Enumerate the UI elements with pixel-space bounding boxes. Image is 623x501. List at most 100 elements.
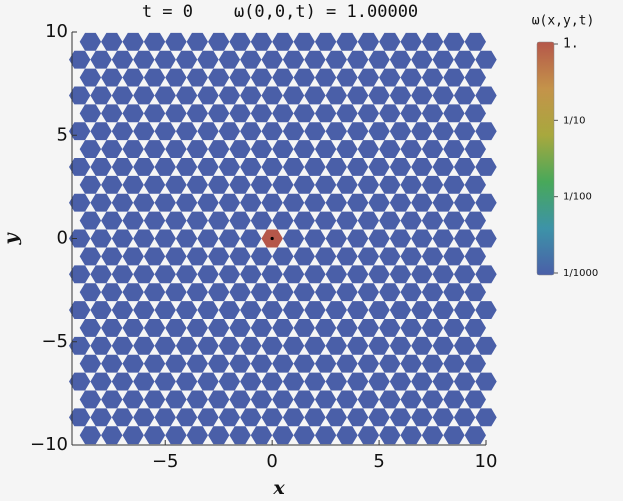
lattice-cell — [175, 301, 198, 319]
lattice-cell — [379, 175, 401, 194]
lattice-cell — [421, 104, 444, 123]
lattice-cell — [314, 354, 337, 373]
lattice-cell — [347, 372, 369, 391]
lattice-cell — [69, 158, 91, 176]
lattice-cell — [325, 408, 347, 427]
lattice-cell — [197, 301, 219, 319]
lattice-cell — [400, 426, 422, 445]
lattice-cell — [122, 354, 144, 373]
lattice-cell — [79, 390, 102, 409]
lattice-cell — [453, 265, 476, 284]
lattice-cell — [186, 140, 208, 159]
lattice-cell — [250, 68, 273, 87]
lattice-cell — [325, 336, 347, 355]
lattice-cell — [122, 104, 144, 123]
lattice-cell — [79, 247, 102, 266]
lattice-cell — [293, 32, 315, 51]
lattice-cell — [229, 175, 251, 194]
lattice-cell — [304, 301, 326, 319]
lattice-cell — [411, 301, 433, 319]
lattice-cell — [272, 318, 294, 337]
lattice-cell — [208, 390, 230, 409]
x-axis-label: x — [272, 477, 285, 499]
lattice-cell — [229, 390, 251, 409]
lattice-cell — [336, 426, 358, 445]
lattice-cell — [293, 318, 315, 337]
lattice-cell — [389, 50, 412, 69]
lattice-cell — [165, 211, 187, 230]
lattice-cell — [272, 175, 294, 194]
lattice-cell — [229, 32, 251, 51]
lattice-cell — [389, 122, 412, 141]
lattice-cell — [272, 32, 294, 51]
lattice-cell — [293, 140, 315, 159]
colorbar-label: ω(x,y,t) — [532, 14, 595, 29]
lattice-cell — [379, 140, 401, 159]
lattice-cell — [122, 211, 144, 230]
lattice-cell — [379, 390, 401, 409]
lattice-cell — [389, 372, 412, 391]
lattice-cell — [175, 122, 198, 141]
lattice-cell — [154, 86, 176, 105]
lattice-cell — [282, 372, 305, 391]
cells — [69, 32, 497, 445]
lattice-cell — [421, 390, 444, 409]
colorbar-tick-label: 1/1000 — [563, 268, 598, 279]
lattice-cell — [347, 193, 369, 212]
lattice-cell — [90, 301, 112, 319]
lattice-cell — [325, 158, 347, 176]
lattice-cell — [304, 372, 326, 391]
lattice-cell — [143, 211, 166, 230]
lattice-cell — [186, 68, 208, 87]
lattice-cell — [272, 426, 294, 445]
lattice-cell — [411, 265, 433, 284]
lattice-cell — [186, 104, 208, 123]
lattice-cell — [379, 68, 401, 87]
lattice-cell — [154, 122, 176, 141]
lattice-cell — [186, 318, 208, 337]
lattice-cell — [175, 158, 198, 176]
lattice-cell — [261, 122, 283, 141]
lattice-cell — [368, 408, 390, 427]
y-tick-label: 0 — [57, 228, 68, 249]
lattice-cell — [357, 175, 380, 194]
lattice-cell — [154, 265, 176, 284]
lattice-cell — [336, 32, 358, 51]
lattice-cell — [154, 158, 176, 176]
lattice-cell — [143, 32, 166, 51]
lattice-cell — [175, 336, 198, 355]
lattice-cell — [208, 175, 230, 194]
lattice-cell — [272, 140, 294, 159]
lattice-cell — [421, 283, 444, 302]
lattice-cell — [464, 104, 486, 123]
lattice-cell — [400, 354, 422, 373]
lattice-cell — [368, 301, 390, 319]
lattice-cell — [197, 229, 219, 248]
colorbar-tick-label: 1. — [563, 37, 579, 52]
lattice-cell — [314, 318, 337, 337]
lattice-cell — [357, 32, 380, 51]
lattice-cell — [336, 318, 358, 337]
lattice-cell — [272, 390, 294, 409]
lattice-cell — [143, 68, 166, 87]
lattice-cell — [154, 193, 176, 212]
lattice-cell — [336, 175, 358, 194]
lattice-cell — [133, 301, 155, 319]
lattice-cell — [101, 140, 123, 159]
lattice-cell — [368, 193, 390, 212]
lattice-cell — [186, 32, 208, 51]
lattice-cell — [69, 301, 91, 319]
lattice-cell — [250, 32, 273, 51]
lattice-cell — [175, 408, 198, 427]
lattice-cell — [475, 301, 497, 319]
lattice-cell — [90, 193, 112, 212]
lattice-cell — [347, 158, 369, 176]
lattice-cell — [111, 301, 134, 319]
lattice-cell — [79, 354, 102, 373]
lattice-cell — [133, 122, 155, 141]
lattice-cell — [261, 301, 283, 319]
lattice-cell — [304, 50, 326, 69]
lattice-cell — [325, 372, 347, 391]
lattice-cell — [133, 372, 155, 391]
lattice-cell — [336, 140, 358, 159]
